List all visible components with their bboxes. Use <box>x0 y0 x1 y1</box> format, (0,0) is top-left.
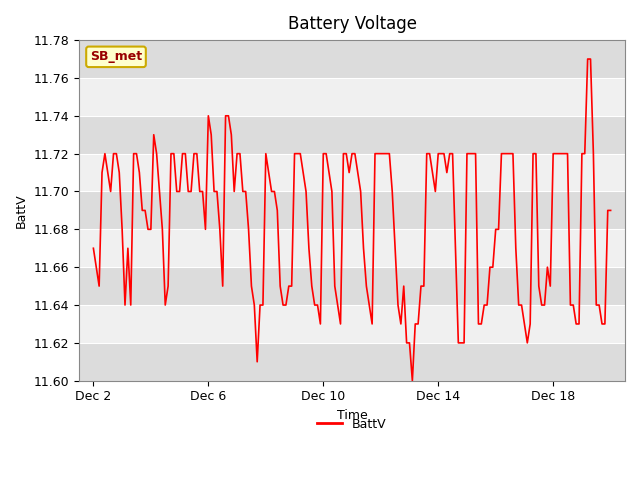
Title: Battery Voltage: Battery Voltage <box>287 15 417 33</box>
Bar <box>79 192 625 229</box>
Bar <box>79 343 625 381</box>
Bar <box>79 267 625 305</box>
X-axis label: Time: Time <box>337 409 367 422</box>
Y-axis label: BattV: BattV <box>15 193 28 228</box>
Bar <box>79 116 625 154</box>
Bar <box>79 40 625 78</box>
Text: SB_met: SB_met <box>90 50 142 63</box>
Legend: BattV: BattV <box>312 413 392 436</box>
